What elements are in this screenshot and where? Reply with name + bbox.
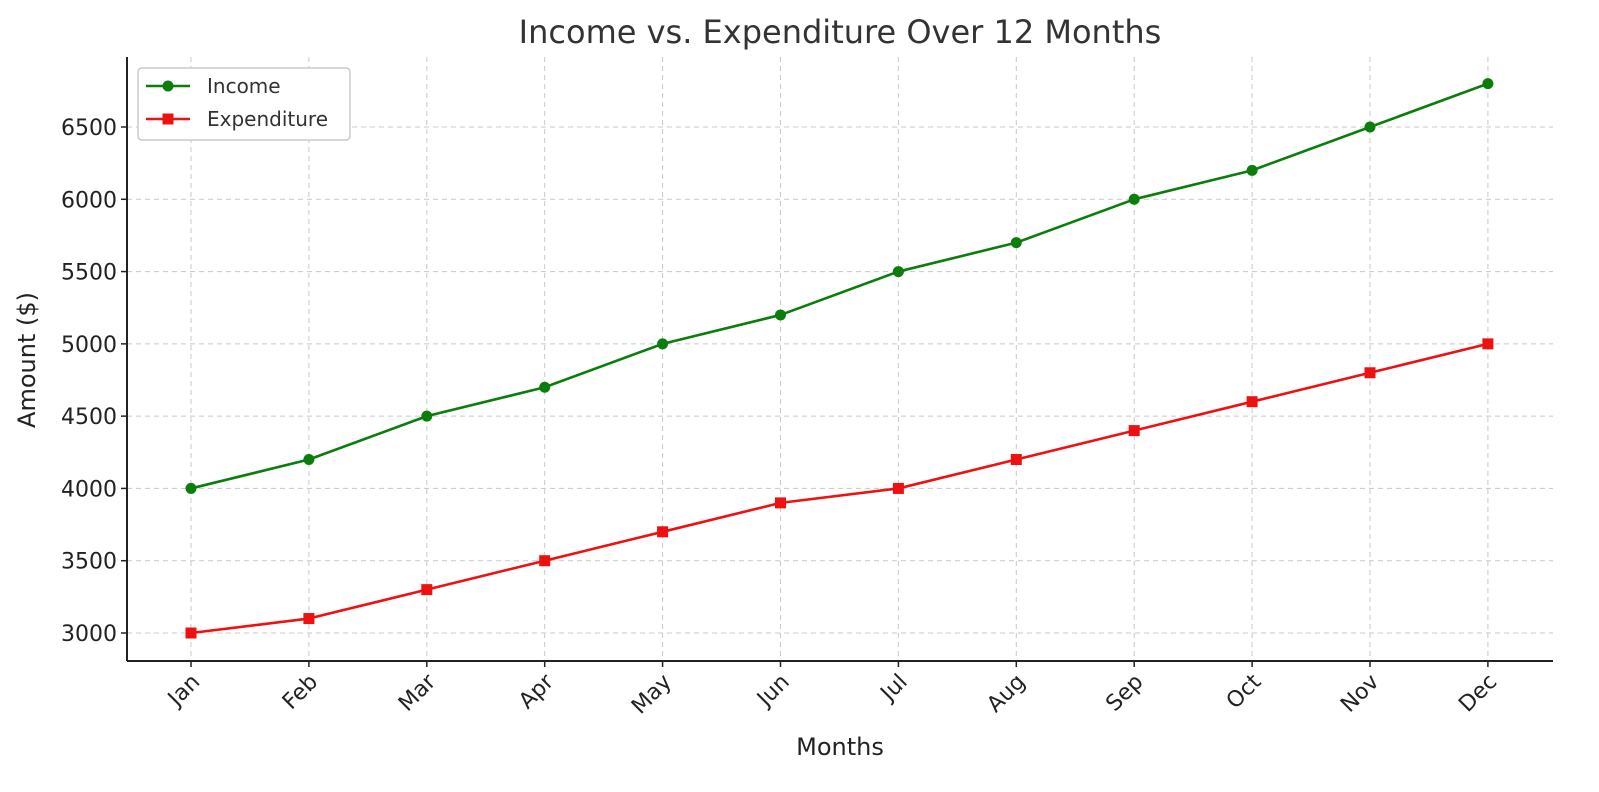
y-tick-label: 6000 <box>61 188 117 213</box>
x-tick-label: Sep <box>1101 670 1148 717</box>
x-axis-ticks: Jan Feb Mar Apr May Jun Jul Aug Sep Oct Nov Dec <box>162 661 1502 719</box>
expenditure-point <box>1010 454 1022 466</box>
income-point <box>1246 164 1258 176</box>
expenditure-point <box>303 613 315 625</box>
expenditure-point <box>185 627 197 639</box>
x-tick-label: Mar <box>394 669 442 717</box>
y-axis-label: Amount ($) <box>13 292 41 428</box>
expenditure-point <box>892 482 904 494</box>
y-tick-label: 5500 <box>61 261 117 286</box>
income-point <box>185 482 197 494</box>
income-point <box>1010 237 1022 249</box>
expenditure-point <box>1246 396 1258 408</box>
x-tick-label: Jun <box>751 670 794 713</box>
y-tick-label: 6500 <box>61 116 117 141</box>
x-tick-label: Dec <box>1454 670 1502 718</box>
axes <box>126 57 1553 662</box>
x-axis-label: Months <box>796 733 884 761</box>
expenditure-point <box>421 584 433 596</box>
income-point <box>1364 121 1376 133</box>
income-point <box>775 309 786 321</box>
series-expenditure <box>185 338 1494 639</box>
income-point <box>1128 193 1140 205</box>
chart-title: Income vs. Expenditure Over 12 Months <box>519 13 1162 51</box>
legend-label: Expenditure <box>207 107 328 131</box>
x-tick-label: Feb <box>278 670 323 715</box>
x-tick-label: May <box>627 670 677 720</box>
expenditure-point <box>1364 367 1376 379</box>
y-tick-label: 4000 <box>61 477 117 502</box>
legend-marker <box>162 113 174 125</box>
y-tick-label: 3000 <box>61 622 117 647</box>
expenditure-line <box>190 342 1489 635</box>
legend-label: Income <box>207 74 281 98</box>
x-tick-label: Apr <box>514 669 559 714</box>
data-series <box>185 78 1494 639</box>
y-tick-label: 3500 <box>61 550 117 575</box>
y-tick-label: 5000 <box>61 333 117 358</box>
x-tick-label: Aug <box>982 670 1030 718</box>
income-line <box>190 82 1489 490</box>
grid <box>127 57 1553 661</box>
legend-marker <box>162 80 174 92</box>
expenditure-point <box>539 555 551 567</box>
x-tick-label: Jul <box>875 670 913 708</box>
x-tick-label: Jan <box>162 670 205 713</box>
income-point <box>657 338 669 350</box>
income-point <box>539 381 551 393</box>
series-income <box>185 78 1494 494</box>
income-point <box>1482 78 1494 90</box>
expenditure-point <box>657 526 669 538</box>
x-tick-label: Oct <box>1222 669 1267 714</box>
x-tick-label: Nov <box>1336 670 1384 718</box>
legend: Income Expenditure <box>137 67 351 141</box>
income-point <box>303 454 315 466</box>
y-axis-ticks: 3000 3500 4000 4500 5000 5500 6000 6500 <box>61 116 127 647</box>
income-point <box>892 266 904 278</box>
y-tick-label: 4500 <box>61 405 117 430</box>
expenditure-point <box>775 497 786 509</box>
legend-box <box>137 67 351 141</box>
expenditure-point <box>1482 338 1494 350</box>
expenditure-point <box>1128 425 1140 437</box>
income-point <box>421 410 433 422</box>
